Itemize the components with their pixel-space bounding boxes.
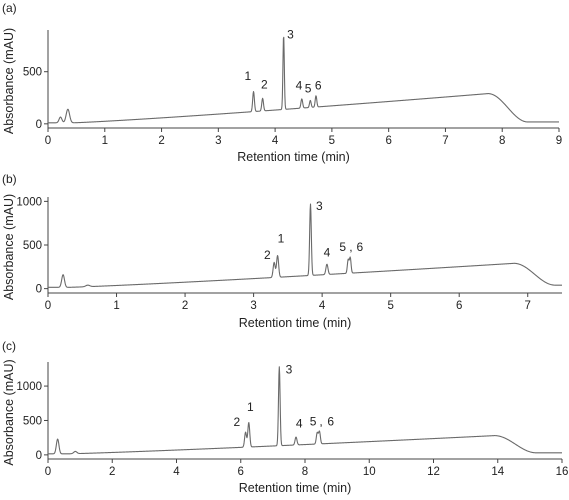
peak-label: 5 (305, 82, 312, 96)
x-tick-label: 12 (427, 466, 440, 478)
peak-label: 1 (245, 69, 252, 83)
x-tick-label: 5 (329, 135, 335, 147)
peak-label: 4 (324, 245, 331, 259)
panel-label: (c) (2, 339, 16, 353)
peak-label: 2 (264, 248, 271, 262)
chromatogram-trace (47, 203, 563, 288)
x-tick-label: 0 (45, 466, 51, 478)
x-tick-label: 4 (173, 466, 180, 478)
peak-label: 3 (316, 199, 323, 213)
y-tick-label: 500 (23, 240, 42, 252)
y-tick-label: 500 (23, 67, 42, 79)
y-axis-title: Absorbance (mAU) (2, 28, 16, 134)
peak-label: 6 (315, 78, 322, 92)
x-axis-title: Retention time (min) (239, 316, 352, 330)
x-tick-label: 2 (158, 135, 164, 147)
peak-label: 4 (296, 78, 303, 92)
x-tick-label: 16 (556, 466, 569, 478)
x-tick-label: 6 (238, 466, 244, 478)
x-tick-label: 1 (102, 135, 108, 147)
panel-label: (a) (2, 1, 17, 15)
peak-label: 5 (339, 240, 346, 254)
x-tick-label: 9 (556, 135, 562, 147)
x-tick-label: 7 (442, 135, 448, 147)
y-tick-label: 0 (36, 284, 42, 296)
x-axis-title: Retention time (min) (237, 150, 350, 164)
x-tick-label: 4 (319, 300, 326, 312)
peak-label: 1 (247, 400, 254, 414)
x-tick-label: 2 (182, 300, 188, 312)
x-tick-label: 14 (491, 466, 504, 478)
peak-label: 6 (327, 414, 334, 428)
y-tick-label: 0 (36, 450, 42, 462)
x-tick-label: 7 (525, 300, 531, 312)
y-tick-label: 1000 (16, 196, 42, 208)
peak-label: 6 (356, 240, 363, 254)
peak-label: 3 (286, 363, 293, 377)
panel-label: (b) (2, 172, 17, 186)
y-axis-title: Absorbance (mAU) (2, 359, 16, 465)
chromatogram-trace (47, 366, 563, 455)
peak-label: 1 (278, 231, 285, 245)
x-axis-title: Retention time (min) (239, 481, 352, 495)
x-tick-label: 5 (387, 300, 393, 312)
y-tick-label: 0 (36, 119, 42, 131)
chromatogram-trace (47, 36, 560, 124)
x-tick-label: 10 (363, 466, 376, 478)
y-tick-label: 500 (23, 415, 42, 427)
x-tick-label: 0 (45, 300, 51, 312)
y-tick-label: 1000 (16, 381, 42, 393)
peak-label: , (319, 414, 322, 428)
x-tick-label: 3 (215, 135, 221, 147)
y-axis-title: Absorbance (mAU) (2, 194, 16, 300)
x-tick-label: 1 (113, 300, 119, 312)
peak-label: 4 (296, 416, 303, 430)
peak-label: 2 (234, 415, 241, 429)
x-tick-label: 6 (456, 300, 462, 312)
peak-label: 2 (261, 77, 268, 91)
x-tick-label: 8 (302, 466, 308, 478)
x-tick-label: 4 (272, 135, 279, 147)
x-tick-label: 3 (250, 300, 256, 312)
x-tick-label: 2 (109, 466, 115, 478)
x-tick-label: 6 (385, 135, 391, 147)
peak-label: 3 (287, 27, 294, 41)
peak-label: , (349, 240, 352, 254)
x-tick-label: 8 (499, 135, 505, 147)
x-tick-label: 0 (45, 135, 51, 147)
peak-label: 5 (310, 414, 317, 428)
